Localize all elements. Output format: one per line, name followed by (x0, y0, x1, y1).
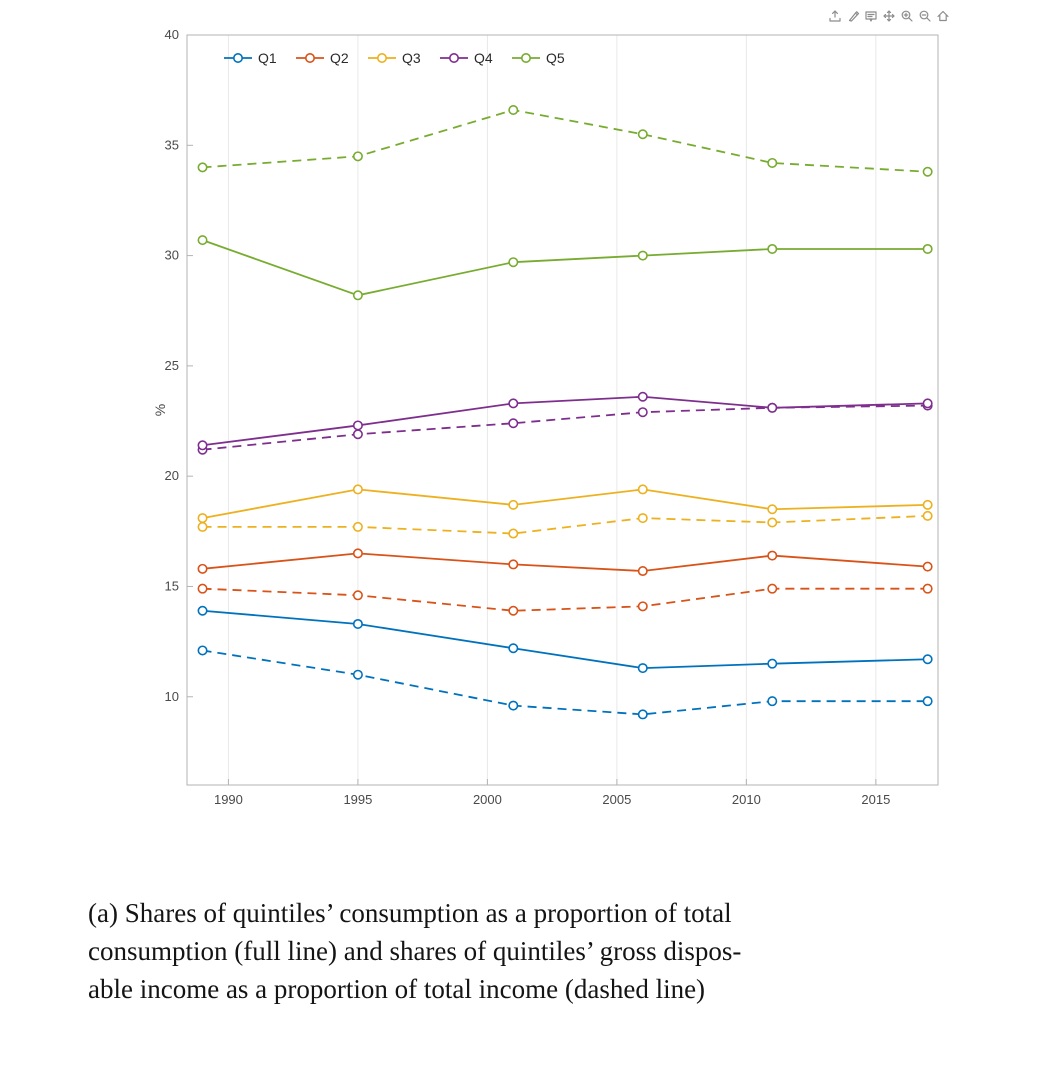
svg-text:Q4: Q4 (474, 50, 493, 66)
svg-text:Q5: Q5 (546, 50, 565, 66)
axes-toolbar (827, 8, 950, 23)
svg-text:2000: 2000 (473, 792, 502, 807)
quintile-shares-chart: 1990 1995 2000 2005 2010 2015 10 15 20 25 30 35 40% Q… (152, 27, 939, 807)
svg-text:2005: 2005 (602, 792, 631, 807)
svg-text:Q2: Q2 (330, 50, 349, 66)
svg-text:40: 40 (165, 27, 179, 42)
svg-text:15: 15 (165, 578, 179, 593)
zoom-in-icon[interactable] (899, 8, 914, 23)
restore-view-icon[interactable] (935, 8, 950, 23)
svg-text:1990: 1990 (214, 792, 243, 807)
brush-icon[interactable] (845, 8, 860, 23)
svg-text:Q3: Q3 (402, 50, 421, 66)
figure-caption: (a) Shares of quintiles’ consumption as … (88, 895, 988, 1008)
export-icon[interactable] (827, 8, 842, 23)
caption-line-2: consumption (full line) and shares of qu… (88, 935, 742, 966)
caption-line-3: able income as a proportion of total inc… (88, 973, 706, 1004)
svg-text:2010: 2010 (732, 792, 761, 807)
svg-text:2015: 2015 (861, 792, 890, 807)
svg-text:25: 25 (165, 358, 179, 373)
caption-line-1: (a) Shares of quintiles’ consumption as … (88, 898, 732, 928)
svg-text:30: 30 (165, 248, 179, 263)
svg-text:20: 20 (165, 468, 179, 483)
datatips-icon[interactable] (863, 8, 878, 23)
svg-text:%: % (152, 404, 168, 416)
svg-text:35: 35 (165, 137, 179, 152)
pan-icon[interactable] (881, 8, 896, 23)
svg-text:10: 10 (165, 689, 179, 704)
zoom-out-icon[interactable] (917, 8, 932, 23)
figure-canvas: 1990 1995 2000 2005 2010 2015 10 15 20 25 30 35 40% Q… (152, 8, 950, 807)
svg-text:Q1: Q1 (258, 50, 277, 66)
svg-text:1995: 1995 (343, 792, 372, 807)
